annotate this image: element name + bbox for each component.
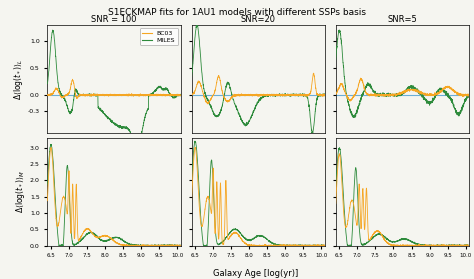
Text: Galaxy Age [log(yr)]: Galaxy Age [log(yr)] <box>213 269 299 278</box>
Y-axis label: $\Delta\langle\log(t_*)\rangle_L$: $\Delta\langle\log(t_*)\rangle_L$ <box>12 58 25 100</box>
Y-axis label: $\Delta\langle\log(t_*)\rangle_M$: $\Delta\langle\log(t_*)\rangle_M$ <box>14 170 27 213</box>
Title: SNR=5: SNR=5 <box>388 15 418 24</box>
Legend: BC03, MILES: BC03, MILES <box>140 28 178 45</box>
Title: SNR = 100: SNR = 100 <box>91 15 137 24</box>
Text: S1ECKMAP fits for 1AU1 models with different SSPs basis: S1ECKMAP fits for 1AU1 models with diffe… <box>108 8 366 17</box>
Title: SNR=20: SNR=20 <box>241 15 276 24</box>
